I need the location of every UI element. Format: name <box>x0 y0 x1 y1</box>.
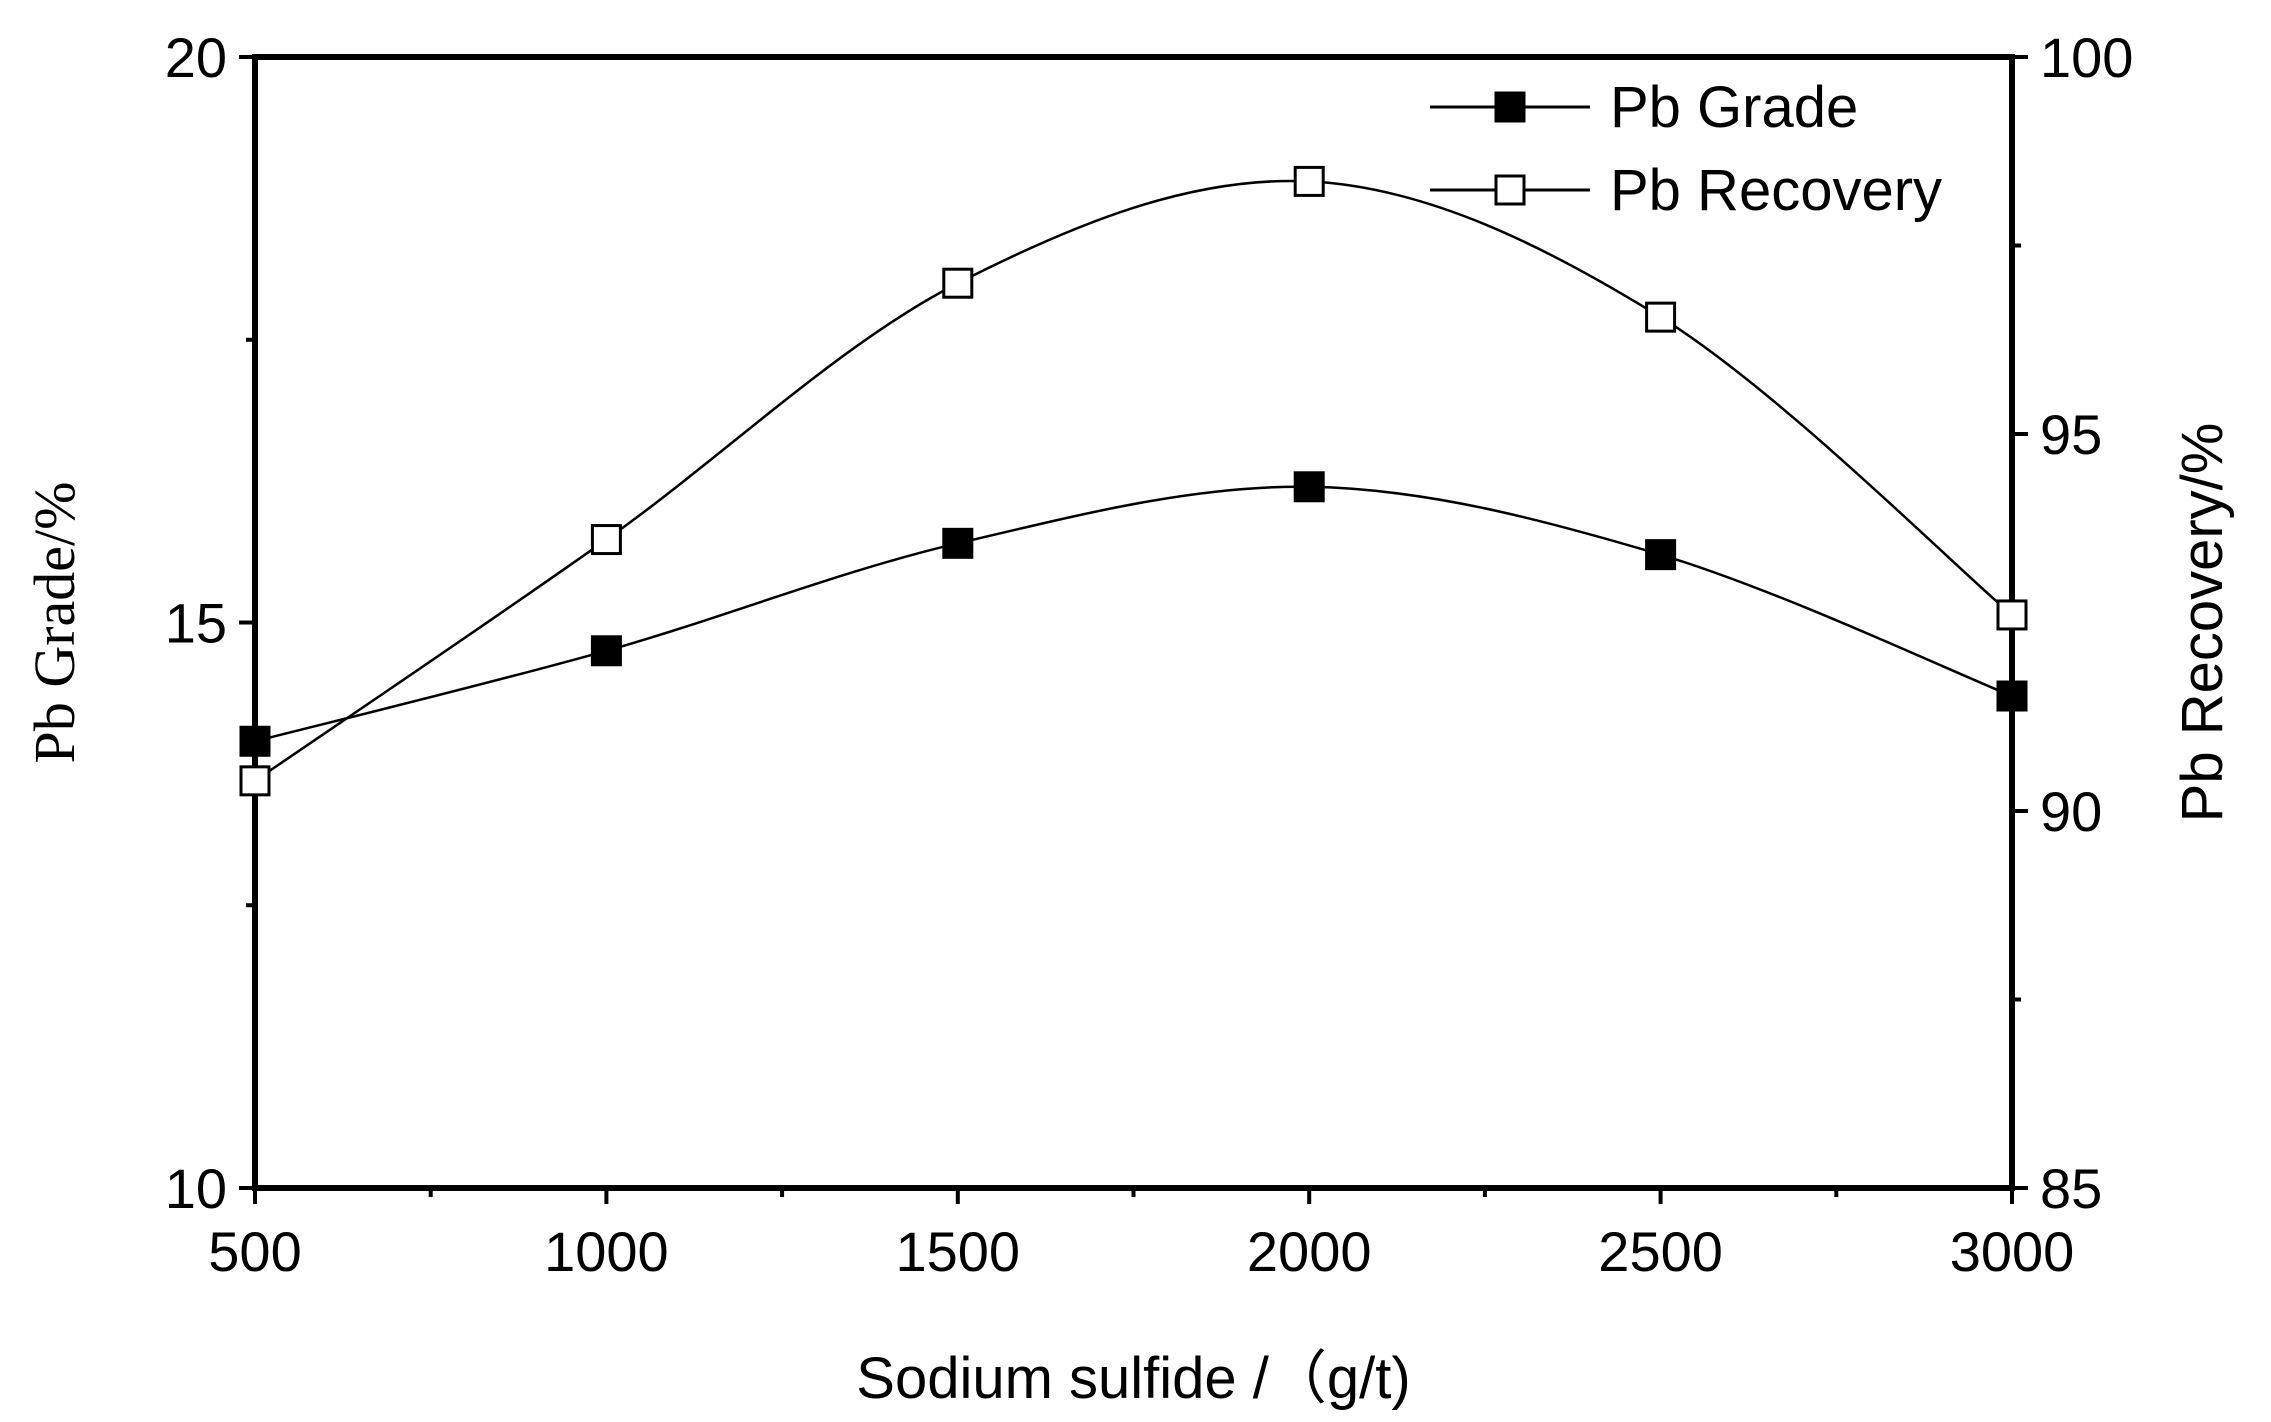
plot-border <box>252 54 2015 1191</box>
data-point-pb-grade <box>942 527 974 559</box>
data-point-pb-recovery <box>590 524 622 556</box>
data-point-pb-recovery <box>1996 599 2028 631</box>
y-right-tick-label: 85 <box>2040 1157 2102 1220</box>
data-point-pb-grade <box>1645 539 1677 571</box>
y-left-tick-label: 15 <box>165 592 227 655</box>
data-point-pb-grade <box>1996 680 2028 712</box>
x-tick-label: 3000 <box>1950 1220 2075 1283</box>
x-tick-label: 500 <box>208 1220 301 1283</box>
y-left-tick-label: 10 <box>165 1157 227 1220</box>
y-right-axis-ticks: 85 90 95 100 <box>2012 26 2133 1220</box>
data-point-pb-recovery <box>942 267 974 299</box>
y-left-tick-label: 20 <box>165 26 227 89</box>
series-pb-grade <box>239 471 2028 757</box>
data-point-pb-recovery <box>1645 301 1677 333</box>
x-axis-title: Sodium sulfide /（g/t) <box>856 1346 1410 1411</box>
series-pb-recovery <box>239 165 2028 797</box>
y-right-tick-label: 95 <box>2040 403 2102 466</box>
data-point-pb-recovery <box>239 765 271 797</box>
x-tick-label: 1500 <box>896 1220 1021 1283</box>
plot-frame <box>252 54 2015 1191</box>
data-point-pb-recovery <box>1293 165 1325 197</box>
data-point-pb-grade <box>590 635 622 667</box>
y-right-axis-title: Pb Recovery/% <box>2170 423 2235 823</box>
series-line-pb-recovery <box>254 179 2013 782</box>
y-right-tick-label: 90 <box>2040 780 2102 843</box>
data-point-pb-grade <box>1293 471 1325 503</box>
x-axis-ticks: 500 1000 1500 2000 2500 3000 <box>208 1188 2074 1283</box>
y-left-axis-ticks: 10 15 20 <box>165 26 255 1220</box>
series-line-pb-grade <box>254 485 2013 743</box>
data-point-pb-grade <box>239 725 271 757</box>
legend: Pb Grade Pb Recovery <box>1430 75 1942 223</box>
x-tick-label: 1000 <box>544 1220 669 1283</box>
y-right-tick-label: 100 <box>2040 26 2133 89</box>
legend-label-pb-grade: Pb Grade <box>1610 75 1858 140</box>
legend-marker-pb-grade <box>1494 91 1526 123</box>
x-tick-label: 2000 <box>1247 1220 1372 1283</box>
series-layer <box>239 165 2028 797</box>
y-left-axis-title: Pb Grade/% <box>22 482 87 764</box>
legend-label-pb-recovery: Pb Recovery <box>1610 158 1942 223</box>
x-tick-label: 2500 <box>1598 1220 1723 1283</box>
legend-marker-pb-recovery <box>1494 174 1526 206</box>
